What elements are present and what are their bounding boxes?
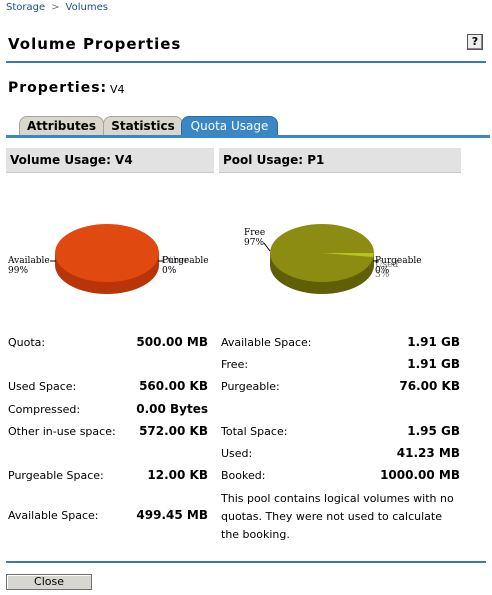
properties-label: Properties:: [8, 80, 108, 96]
pool-purgeable-label: Purgeable 0%: [375, 256, 422, 276]
help-button[interactable]: ?: [467, 34, 483, 50]
tab-quota-usage[interactable]: Quota Usage: [181, 116, 278, 137]
footer-divider: [6, 561, 486, 563]
close-button[interactable]: Close: [6, 574, 92, 590]
pool-booked-value: 1000.00 MB: [380, 468, 460, 482]
volume-used-space-label: Used Space:: [8, 380, 77, 393]
properties-value: V4: [110, 83, 125, 96]
volume-available-space-label: Available Space:: [8, 509, 99, 522]
volume-pie-chart: [50, 224, 164, 294]
pool-available-space-label: Available Space:: [221, 336, 312, 349]
breadcrumb-volumes[interactable]: Volumes: [65, 2, 108, 13]
volume-purgeable-label: Purgeable 0%: [162, 256, 209, 276]
volume-compressed-label: Compressed:: [8, 403, 81, 416]
breadcrumb-separator-icon: >: [51, 2, 60, 13]
volume-available-label: Available 99%: [8, 256, 50, 276]
breadcrumb: Storage > Volumes: [6, 2, 108, 13]
volume-purgeable-space-label: Purgeable Space:: [8, 469, 104, 482]
pool-pie-leader-left: [263, 242, 271, 252]
pool-pie-chart: [263, 224, 379, 294]
pool-used-row-value: 41.23 MB: [396, 446, 460, 460]
volume-quota-value: 500.00 MB: [136, 335, 208, 349]
pool-purgeable-row-value: 76.00 KB: [399, 379, 460, 393]
tab-underline: [6, 135, 490, 138]
volume-other-in-use-label: Other in-use space:: [8, 425, 116, 438]
pool-free-row-value: 1.91 GB: [407, 357, 460, 371]
title-divider: [6, 61, 486, 63]
pool-free-row-label: Free:: [221, 358, 249, 371]
pool-total-space-label: Total Space:: [221, 425, 288, 438]
volume-pie-available-slice: [55, 224, 159, 282]
volume-compressed-value: 0.00 Bytes: [136, 402, 208, 416]
pool-available-space-value: 1.91 GB: [407, 335, 460, 349]
pool-booking-note: This pool contains logical volumes with …: [221, 492, 454, 541]
pool-usage-header: Pool Usage: P1: [219, 148, 461, 173]
tab-statistics[interactable]: Statistics: [103, 116, 183, 137]
pool-used-row-label: Used:: [221, 447, 253, 460]
pool-free-label: Free 97%: [244, 228, 266, 248]
volume-quota-label: Quota:: [8, 336, 46, 349]
pool-purgeable-row-label: Purgeable:: [221, 380, 280, 393]
volume-available-space-value: 499.45 MB: [136, 508, 208, 522]
volume-other-in-use-value: 572.00 KB: [139, 424, 208, 438]
volume-used-space-value: 560.00 KB: [139, 379, 208, 393]
pool-pie-used-slice: [322, 253, 374, 257]
volume-purgeable-space-value: 12.00 KB: [147, 468, 208, 482]
pool-used-label: Used 3%: [375, 260, 399, 280]
volume-usage-header: Volume Usage: V4: [6, 148, 214, 173]
breadcrumb-storage[interactable]: Storage: [6, 2, 46, 13]
pool-total-space-value: 1.95 GB: [407, 424, 460, 438]
pool-booked-label: Booked:: [221, 469, 266, 482]
page-title: Volume Properties: [8, 35, 182, 53]
volume-other-label: Other: [162, 256, 189, 266]
tab-attributes[interactable]: Attributes: [19, 116, 104, 137]
